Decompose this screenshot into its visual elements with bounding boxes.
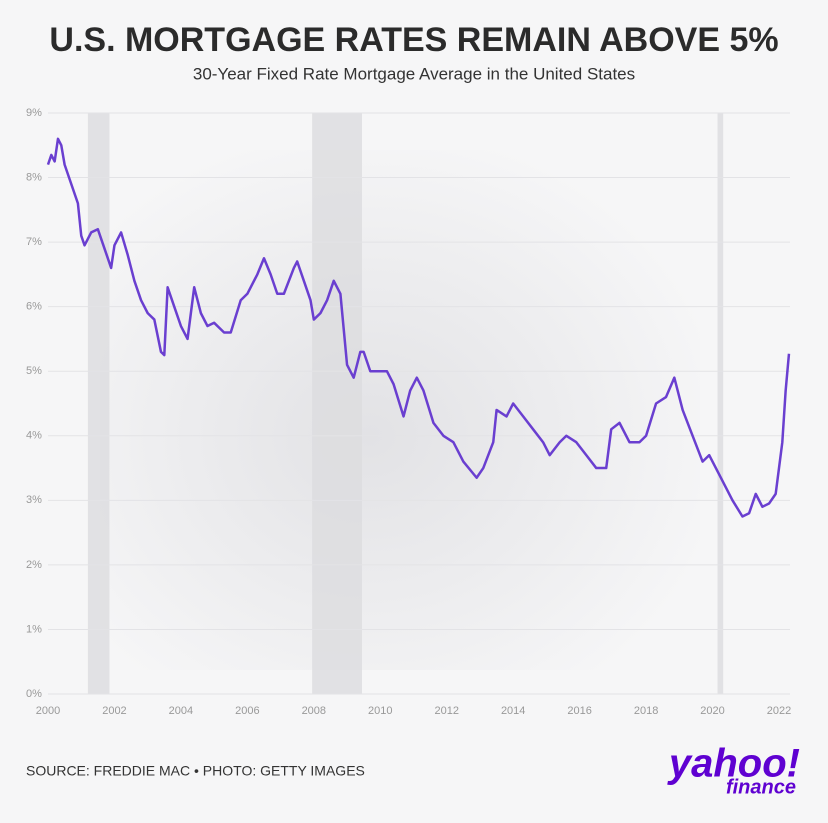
source-note: SOURCE: FREDDIE MAC • PHOTO: GETTY IMAGE… [26, 763, 365, 779]
rate-line [46, 137, 791, 518]
y-tick-label: 8% [26, 171, 42, 183]
x-tick-label: 2022 [767, 705, 791, 717]
y-tick-label: 2% [26, 559, 42, 571]
recession-band [312, 113, 362, 694]
x-tick-label: 2002 [102, 705, 126, 717]
x-tick-label: 2000 [36, 705, 60, 717]
y-tick-label: 3% [26, 494, 42, 506]
recession-band [87, 113, 110, 694]
x-tick-label: 2014 [501, 705, 525, 717]
x-tick-label: 2018 [634, 705, 658, 717]
y-tick-label: 0% [26, 688, 42, 700]
y-tick-label: 1% [26, 623, 42, 635]
photo-backdrop [100, 150, 700, 670]
y-tick-label: 5% [26, 365, 42, 377]
logo-product: finance [726, 776, 796, 798]
chart-title: U.S. MORTGAGE RATES REMAIN ABOVE 5% [49, 21, 778, 59]
logo-brand: yahoo! [667, 742, 800, 786]
x-tick-label: 2010 [368, 705, 392, 717]
x-tick-label: 2016 [567, 705, 591, 717]
x-tick-label: 2008 [302, 705, 326, 717]
x-tick-label: 2020 [700, 705, 724, 717]
x-tick-label: 2012 [434, 705, 458, 717]
x-tick-label: 2006 [235, 705, 259, 717]
recession-band [717, 113, 724, 694]
y-tick-label: 7% [26, 236, 42, 248]
y-tick-label: 4% [26, 430, 42, 442]
y-tick-label: 9% [26, 107, 42, 119]
chart-subtitle: 30-Year Fixed Rate Mortgage Average in t… [193, 64, 635, 83]
x-tick-label: 2004 [169, 705, 193, 717]
y-tick-label: 6% [26, 301, 42, 313]
